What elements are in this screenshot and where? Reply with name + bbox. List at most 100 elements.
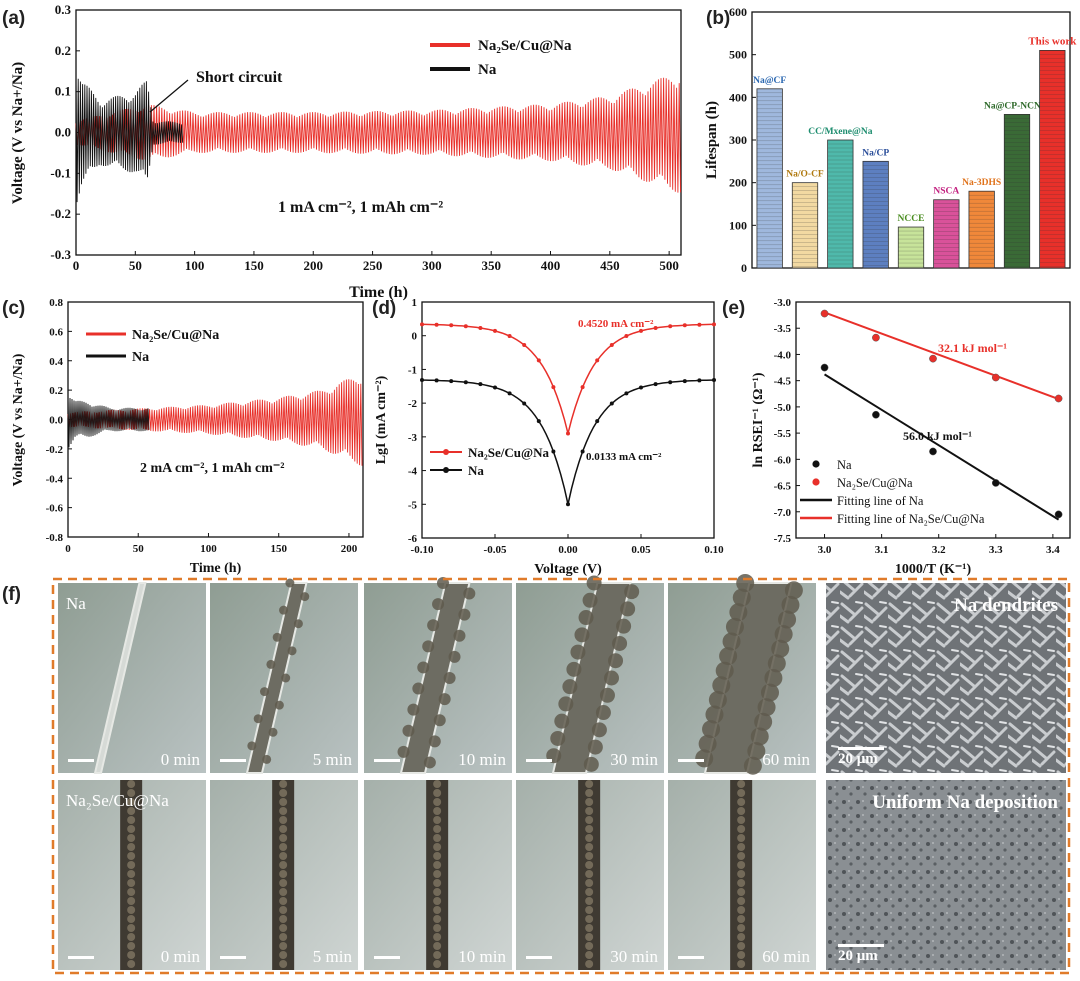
time-label: 30 min <box>610 750 658 769</box>
electrode-texture <box>433 951 442 959</box>
bar-label: This work <box>1028 35 1077 47</box>
dendrite-deposit <box>453 629 466 642</box>
electrode-texture <box>127 960 136 968</box>
electrode-texture <box>127 807 136 815</box>
dendrite-deposit <box>715 661 734 680</box>
series-point <box>639 328 643 333</box>
y-tick-label: 0.3 <box>55 2 72 17</box>
dendrite-deposit <box>760 683 779 702</box>
y-tick-label: -7.0 <box>774 507 792 519</box>
electrode-texture <box>279 915 288 923</box>
scale-bar <box>678 956 704 959</box>
y-tick-label: -1 <box>408 364 417 376</box>
electrode-texture <box>585 960 594 968</box>
y-tick-label: 0.0 <box>49 415 63 427</box>
electrode-texture <box>737 915 746 923</box>
sem-title: Na dendrites <box>954 595 1058 616</box>
x-axis-label: Voltage (V) <box>534 562 602 577</box>
electrode-texture <box>585 915 594 923</box>
electrode-texture <box>127 798 136 806</box>
dendrite-deposit <box>732 588 751 607</box>
legend-marker-na <box>443 467 449 473</box>
electrode-texture <box>433 915 442 923</box>
data-point-na2se <box>820 309 829 318</box>
y-tick-label: 0 <box>741 261 747 275</box>
series-point <box>420 322 424 327</box>
sem-scale-label: 20 μm <box>838 751 878 767</box>
electrode-texture <box>585 906 594 914</box>
legend-label-na: Na <box>478 62 497 78</box>
electrode-texture <box>127 789 136 797</box>
series-line-na2se <box>422 323 714 434</box>
x-tick-label: 50 <box>129 258 142 273</box>
dendrite-deposit <box>578 610 594 626</box>
electrode-texture <box>737 825 746 833</box>
x-tick-label: 3.2 <box>932 544 946 556</box>
electrode-texture <box>279 789 288 797</box>
dendrite-deposit <box>754 712 773 731</box>
electrode-texture <box>433 924 442 932</box>
time-label: 5 min <box>313 947 353 966</box>
series-point <box>449 379 454 384</box>
electrode-texture <box>127 924 136 932</box>
dendrite-deposit <box>702 720 721 739</box>
y-tick-label: -5.5 <box>774 428 792 440</box>
electrode-texture <box>433 798 442 806</box>
annotation-arrow <box>149 79 189 113</box>
series-point <box>522 401 527 406</box>
legend-na-point-label: Na <box>837 458 852 472</box>
y-tick-label: 0.6 <box>49 326 63 338</box>
series-point <box>712 378 716 383</box>
bar-label: NSCA <box>933 187 959 197</box>
electrode-texture <box>433 942 442 950</box>
electrode-texture <box>737 906 746 914</box>
electrode-texture <box>279 834 288 842</box>
data-point-na2se <box>1054 394 1063 403</box>
panel-label-e: (e) <box>722 298 745 319</box>
electrode-texture <box>127 834 136 842</box>
series-point <box>434 322 439 327</box>
dendrite-deposit <box>438 693 451 706</box>
time-label: 5 min <box>313 750 353 769</box>
x-tick-label: 3.4 <box>1046 544 1060 556</box>
series-point <box>522 342 527 347</box>
series-point <box>595 358 600 363</box>
scale-bar <box>374 956 400 959</box>
y-tick-label: -6.0 <box>774 454 792 466</box>
electrode-texture <box>433 816 442 824</box>
dendrite-deposit <box>620 601 636 617</box>
scale-bar <box>68 759 94 762</box>
dendrite-deposit <box>285 578 295 588</box>
electrode-texture <box>279 843 288 851</box>
y-axis-label: ln RSEI⁻¹ (Ω⁻¹) <box>751 372 766 467</box>
time-label: 0 min <box>161 947 201 966</box>
y-tick-label: 0.4 <box>49 356 63 368</box>
y-tick-label: -6.5 <box>774 481 792 493</box>
chart-d: -0.10 -0.05 0.00 0.05 0.10 -6 -5 -4 -3 -2 -1 0 1 Volt… <box>374 297 724 577</box>
electrode-texture <box>279 870 288 878</box>
dendrite-deposit <box>432 598 445 611</box>
series-point <box>420 378 424 383</box>
electrode-texture <box>585 834 594 842</box>
bar-this-work <box>1039 50 1066 269</box>
electrode-texture <box>127 825 136 833</box>
dendrite-deposit <box>695 749 714 768</box>
legend-label-na: Na <box>132 350 149 365</box>
annotation-black-energy: 56.0 kJ mol⁻¹ <box>903 429 972 443</box>
time-label: 30 min <box>610 947 658 966</box>
y-axis-label: Lifespan (h) <box>704 101 720 179</box>
series-point <box>609 401 614 406</box>
electrode-texture <box>279 924 288 932</box>
electrode-texture <box>737 924 746 932</box>
y-tick-label: 0.1 <box>55 84 71 99</box>
electrode-texture <box>737 879 746 887</box>
dendrite-deposit <box>272 632 282 642</box>
electrode-texture <box>737 852 746 860</box>
series-line-na <box>422 379 714 505</box>
electrode-texture <box>127 933 136 941</box>
series-point <box>697 378 702 383</box>
x-tick-label: 0 <box>73 258 80 273</box>
dendrite-deposit <box>781 595 800 614</box>
electrode-texture <box>585 924 594 932</box>
series-point <box>682 323 687 328</box>
